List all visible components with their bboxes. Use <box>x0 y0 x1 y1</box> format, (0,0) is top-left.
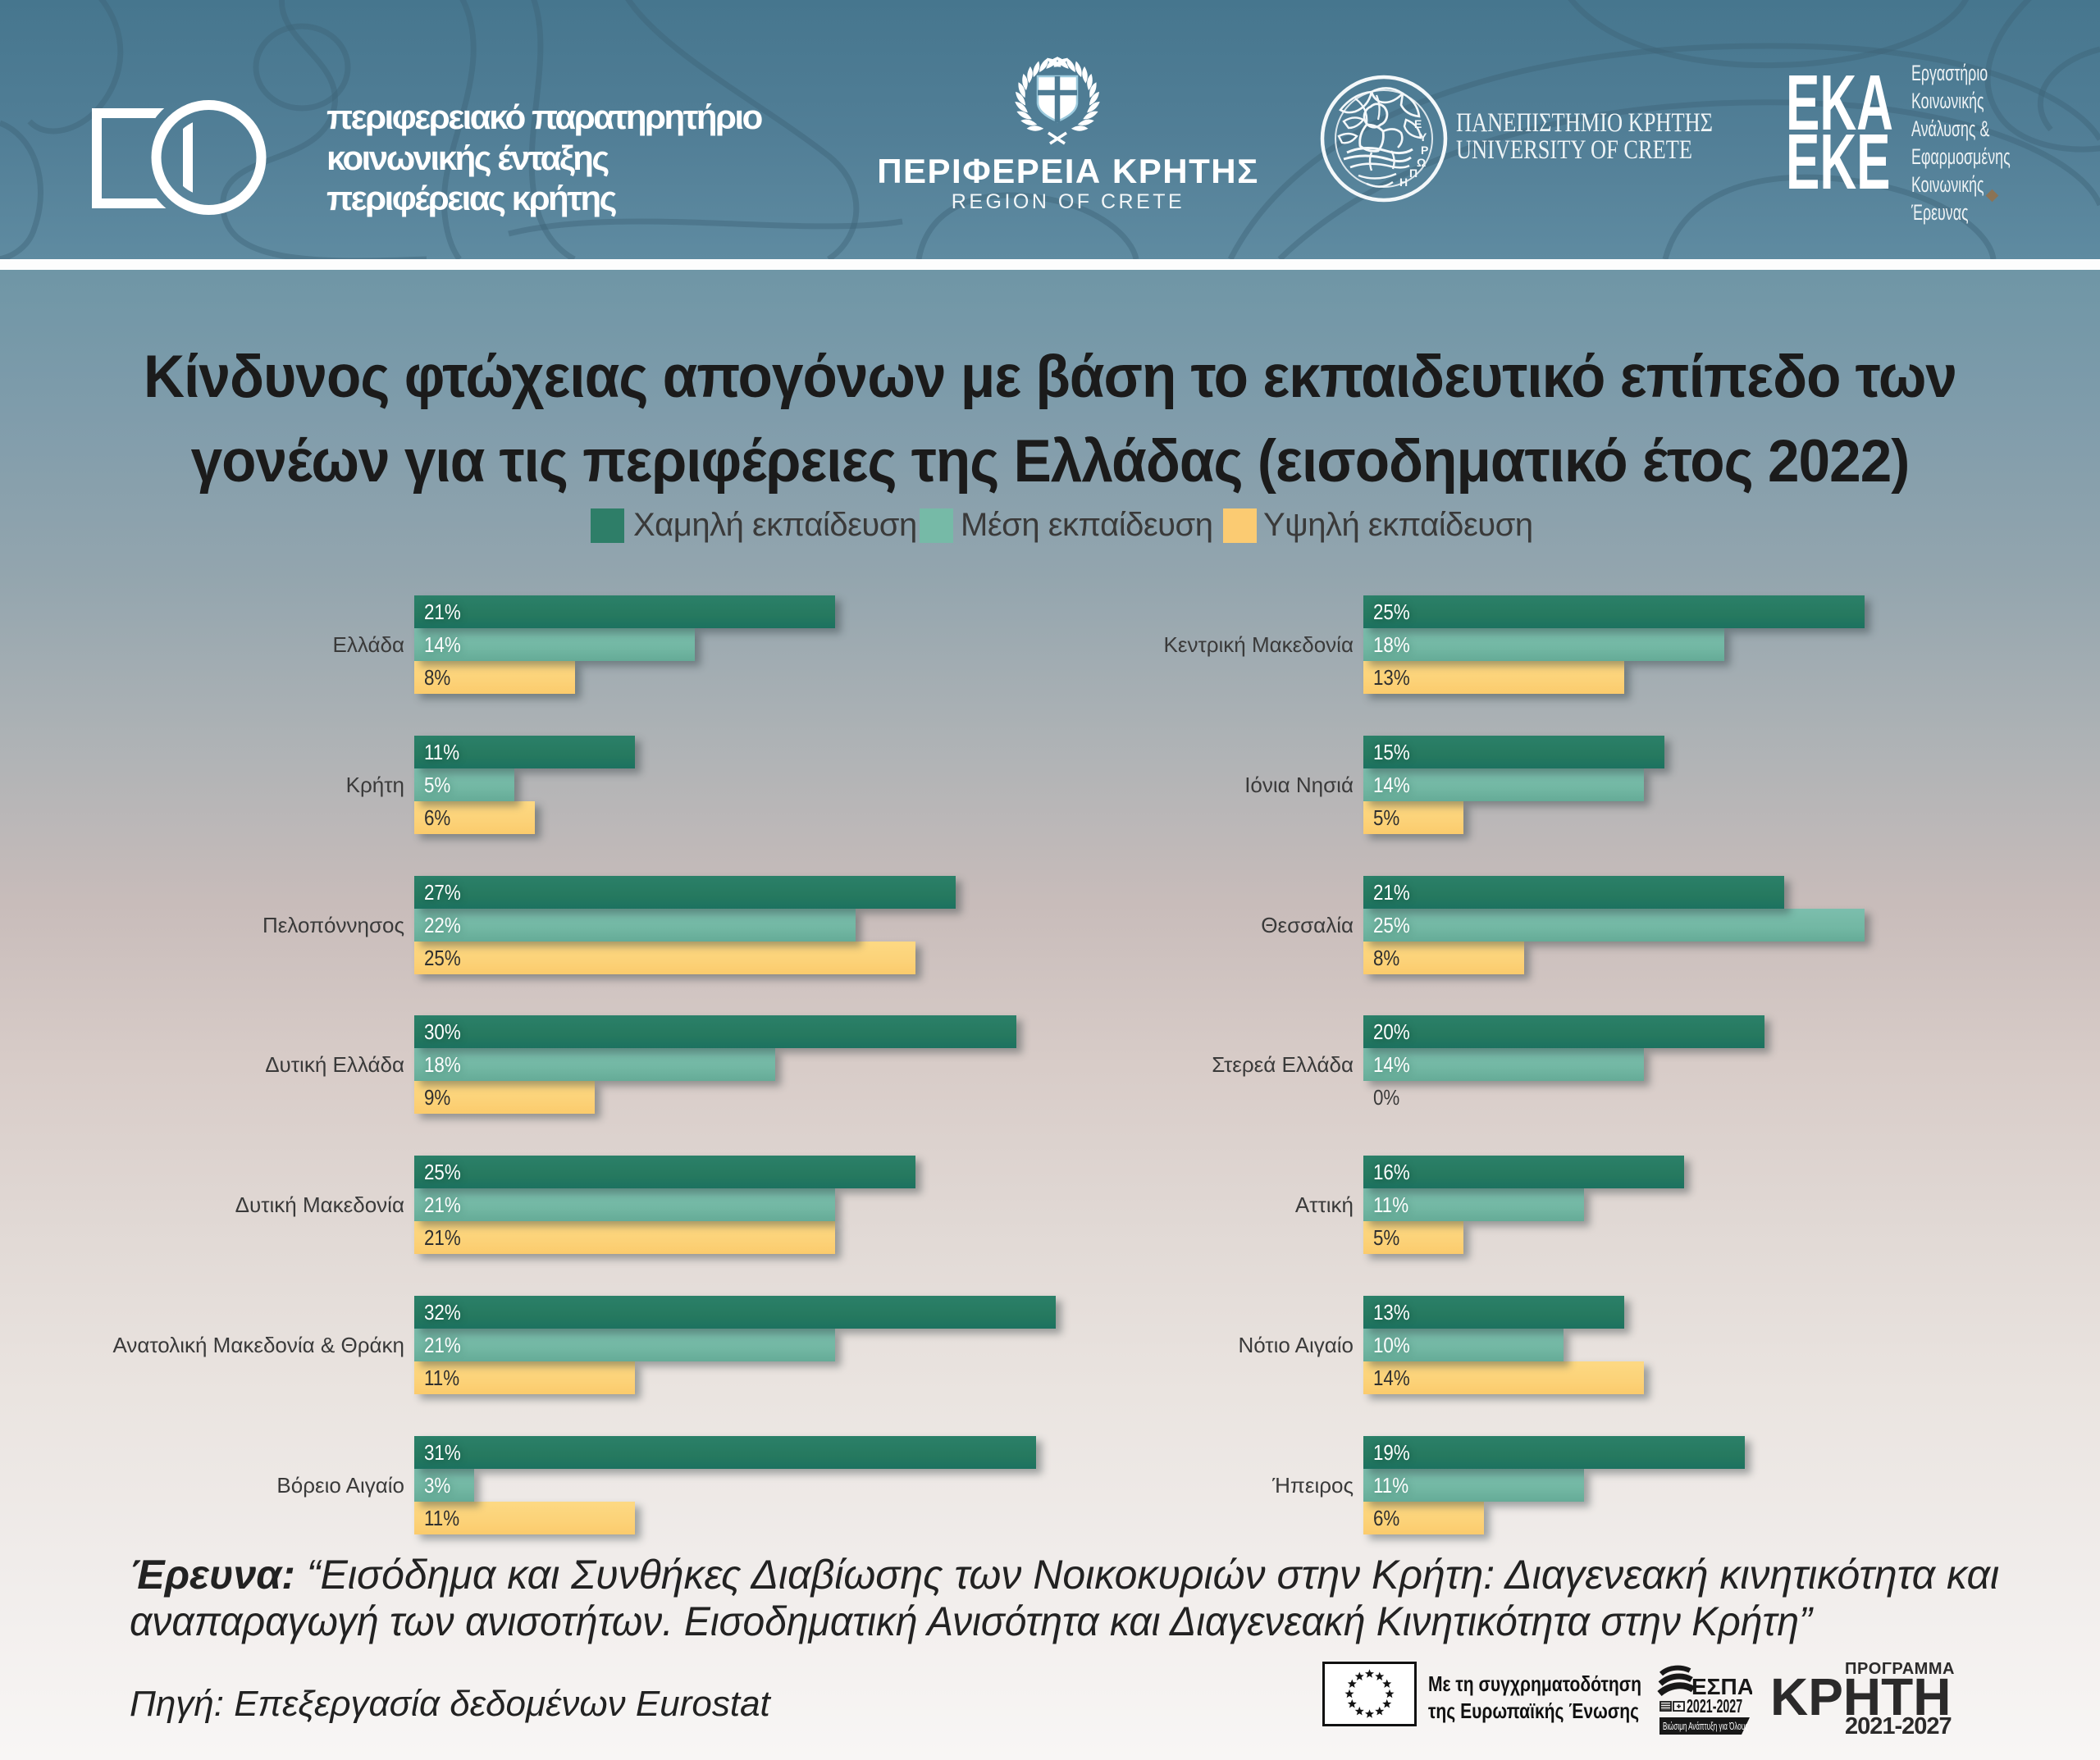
svg-text:Ε: Ε <box>1414 117 1422 130</box>
svg-text:Ω: Ω <box>1417 156 1426 169</box>
svg-text:Ρ: Ρ <box>1421 144 1428 157</box>
svg-text:Η: Η <box>1399 176 1408 189</box>
svg-text:ΕΣΠΑ: ΕΣΠΑ <box>1691 1674 1752 1699</box>
svg-text:Βιώσιμη Ανάπτυξη για Όλους: Βιώσιμη Ανάπτυξη για Όλους <box>1663 1721 1748 1732</box>
svg-text:2021-2027: 2021-2027 <box>1687 1697 1742 1717</box>
svg-text:Π: Π <box>1409 166 1418 180</box>
svg-text:Υ: Υ <box>1419 130 1427 144</box>
